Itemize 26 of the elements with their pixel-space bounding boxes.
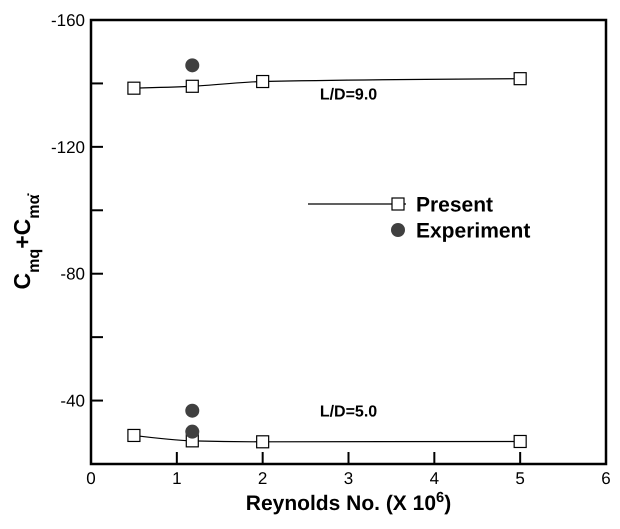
y-tick-label: -80 <box>60 264 85 284</box>
point <box>514 434 527 448</box>
point <box>256 74 270 88</box>
x-tick-label: 0 <box>86 469 96 488</box>
y-tick-label: -40 <box>60 392 85 411</box>
y-tick-label: -120 <box>50 138 85 157</box>
x-tick-label: 4 <box>430 469 440 488</box>
x-tick-label: 1 <box>172 469 182 488</box>
legend-label: Present <box>416 193 494 216</box>
legend-label: Experiment <box>416 219 530 242</box>
x-tick-label: 5 <box>515 469 525 488</box>
x-axis-title: Reynolds No. (X 10$^{6}$) <box>246 490 452 515</box>
point <box>127 428 141 442</box>
point <box>256 435 270 448</box>
annotation: L/D=9.0 <box>320 86 378 104</box>
point <box>514 72 527 86</box>
x-tick-label: 3 <box>344 469 354 488</box>
point <box>127 82 141 95</box>
x-tick-label: 6 <box>601 469 611 488</box>
y-tick-label: -160 <box>50 10 85 30</box>
point <box>186 80 199 93</box>
annotation: L/D=5.0 <box>320 403 378 420</box>
point <box>185 404 200 418</box>
x-tick-label: 2 <box>258 469 268 488</box>
point <box>185 424 200 439</box>
point <box>185 58 200 72</box>
